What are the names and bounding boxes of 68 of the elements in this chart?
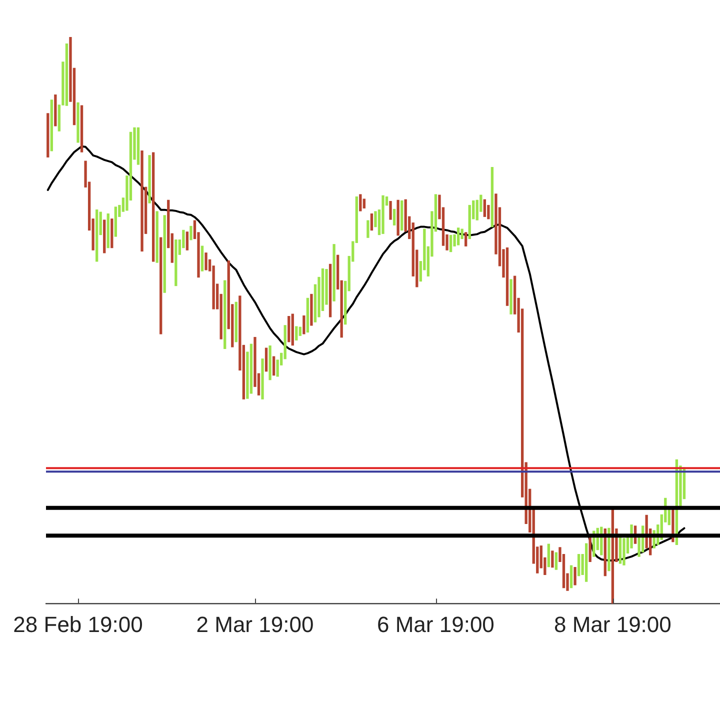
candlestick xyxy=(140,150,144,252)
candlestick xyxy=(268,345,272,380)
candlestick xyxy=(449,234,452,252)
candlestick xyxy=(54,94,57,126)
candlestick xyxy=(106,213,110,248)
candlestick xyxy=(174,240,178,286)
candlestick xyxy=(156,211,158,263)
candlestick xyxy=(370,213,374,231)
candlestick xyxy=(80,105,84,152)
candlestick xyxy=(261,358,264,400)
x-tick-label: 8 Mar 19:00 xyxy=(554,612,672,637)
candlestick xyxy=(264,348,268,372)
candlestick xyxy=(46,113,50,158)
candlestick xyxy=(577,554,580,576)
candlestick xyxy=(574,567,576,586)
candlestick xyxy=(585,543,588,582)
candlestick xyxy=(295,326,298,340)
candlestick xyxy=(65,43,68,106)
candlestick xyxy=(306,298,310,333)
candlestick xyxy=(510,279,512,314)
candlestick xyxy=(618,536,622,564)
candlestick xyxy=(288,316,290,342)
candlestick xyxy=(103,220,106,254)
candlestick xyxy=(400,200,404,231)
candlestick xyxy=(366,220,370,238)
candlestick xyxy=(456,228,460,246)
candlestick xyxy=(622,538,626,566)
candlestick xyxy=(160,237,162,334)
candlestick xyxy=(551,550,554,568)
candlestick xyxy=(152,152,155,262)
candlestick xyxy=(148,155,151,204)
candlestick xyxy=(76,102,80,143)
candlestick xyxy=(204,252,208,270)
candlestick xyxy=(136,127,140,165)
candlestick xyxy=(464,232,468,246)
candlestick xyxy=(483,199,486,217)
candlestick xyxy=(302,315,306,334)
candlestick xyxy=(110,218,114,248)
candlestick xyxy=(570,565,573,588)
candlestick xyxy=(96,209,98,262)
candlestick xyxy=(547,544,550,568)
candlestick xyxy=(389,200,392,220)
candlestick xyxy=(272,356,276,376)
candlestick xyxy=(396,200,400,236)
candlestick xyxy=(190,226,192,240)
candlestick xyxy=(200,246,204,272)
candlestick xyxy=(328,264,332,318)
candlestick xyxy=(554,552,558,570)
candlestick xyxy=(359,194,362,212)
candlestick xyxy=(186,232,189,250)
x-tick-label: 6 Mar 19:00 xyxy=(377,612,494,637)
candlestick xyxy=(50,100,53,152)
candlestick xyxy=(332,244,336,302)
candlestick xyxy=(291,314,294,346)
candlestick xyxy=(114,206,117,237)
candlestick xyxy=(392,208,396,226)
x-tick-label: 2 Mar 19:00 xyxy=(196,612,314,637)
candlestick xyxy=(608,528,610,572)
candlestick xyxy=(224,280,226,349)
candlestick xyxy=(490,166,494,228)
candlestick xyxy=(382,195,384,234)
candlestick xyxy=(310,294,313,326)
x-tick-label: 28 Feb 19:00 xyxy=(13,612,143,637)
candlestick xyxy=(468,204,471,240)
candlestick xyxy=(506,247,509,306)
candlestick xyxy=(588,536,592,562)
candlestick xyxy=(234,302,238,342)
candlestick xyxy=(163,215,166,293)
